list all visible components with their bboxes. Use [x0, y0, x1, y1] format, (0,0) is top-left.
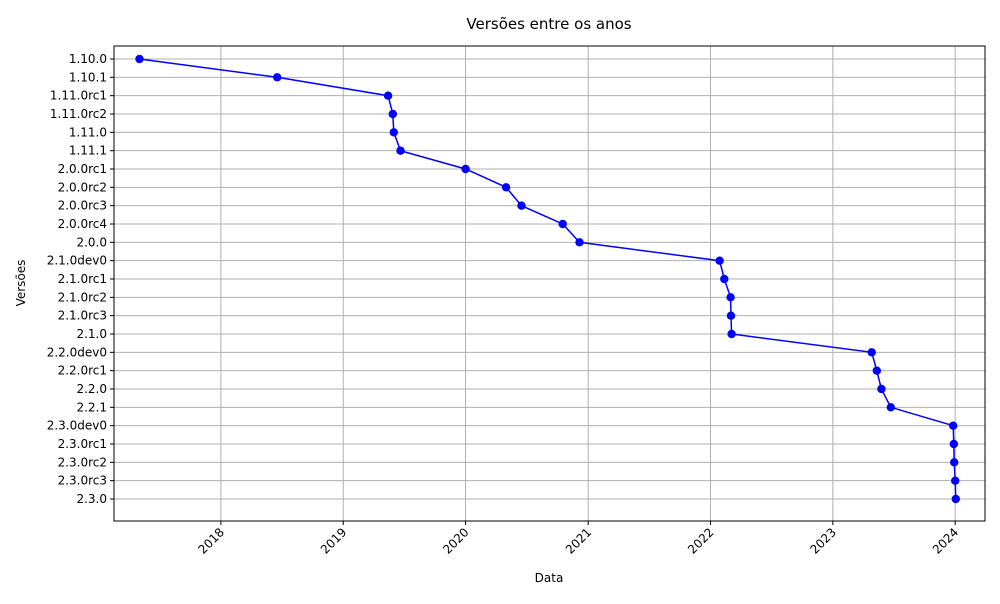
- grid-lines: [114, 46, 985, 521]
- data-point: [396, 146, 405, 155]
- x-axis-label: Data: [535, 571, 564, 585]
- data-point: [949, 439, 958, 449]
- data-point: [389, 128, 398, 137]
- data-point: [135, 54, 144, 64]
- y-tick-label: 1.10.0: [69, 52, 107, 66]
- y-tick-label: 2.3.0rc3: [58, 474, 107, 488]
- chart-title: Versões entre os anos: [466, 15, 631, 33]
- y-tick-label: 2.1.0dev0: [47, 254, 107, 268]
- data-point: [517, 201, 526, 210]
- data-point: [951, 476, 960, 485]
- y-tick-label: 2.1.0rc1: [58, 272, 107, 286]
- data-point: [727, 329, 736, 339]
- y-tick-label: 1.10.1: [69, 70, 107, 84]
- data-point: [715, 256, 724, 265]
- y-tick-label: 1.11.0rc2: [50, 107, 107, 121]
- y-tick-label: 2.2.0: [76, 382, 107, 396]
- data-points: [135, 54, 960, 504]
- data-point: [726, 311, 736, 320]
- y-tick-label: 2.3.0dev0: [47, 419, 107, 433]
- data-point: [726, 293, 735, 302]
- data-point: [720, 274, 729, 284]
- y-tick-label: 2.1.0: [76, 327, 107, 341]
- y-tick-label: 2.3.0rc2: [58, 455, 107, 469]
- data-point: [877, 384, 886, 394]
- data-point: [867, 348, 876, 357]
- y-tick-label: 1.11.0: [69, 125, 107, 139]
- y-tick-label: 2.1.0rc2: [58, 290, 107, 304]
- data-point: [872, 366, 881, 375]
- data-point: [950, 458, 959, 467]
- y-tick-label: 2.0.0rc4: [58, 217, 107, 231]
- data-point: [575, 238, 584, 247]
- y-tick-label: 2.3.0rc1: [58, 437, 107, 451]
- data-point: [273, 73, 282, 82]
- y-tick-label: 1.11.0rc1: [50, 89, 107, 103]
- data-point: [558, 219, 567, 229]
- y-axis-ticks: 1.10.0 1.10.1 1.11.0rc1 1.11.0rc2 1.11.0 1.11…: [47, 52, 114, 506]
- data-point: [501, 183, 511, 192]
- data-point: [951, 494, 960, 504]
- data-point: [886, 403, 895, 412]
- y-tick-label: 2.2.1: [76, 400, 107, 414]
- y-tick-label: 2.0.0rc3: [58, 199, 107, 213]
- y-tick-label: 2.3.0: [76, 492, 107, 506]
- y-tick-label: 2.1.0rc3: [58, 309, 107, 323]
- plot-frame: [113, 45, 986, 522]
- y-tick-label: 2.0.0rc1: [58, 162, 107, 176]
- y-axis-label: Versões: [14, 260, 28, 307]
- y-tick-label: 2.0.0rc2: [58, 180, 107, 194]
- y-tick-label: 2.2.0dev0: [47, 345, 107, 359]
- y-tick-label: 1.11.1: [69, 144, 107, 158]
- y-tick-label: 2.2.0rc1: [58, 364, 107, 378]
- data-point: [949, 421, 958, 430]
- data-point: [461, 164, 470, 174]
- data-point: [388, 109, 397, 119]
- y-tick-label: 2.0.0: [76, 235, 107, 249]
- data-point: [383, 91, 393, 100]
